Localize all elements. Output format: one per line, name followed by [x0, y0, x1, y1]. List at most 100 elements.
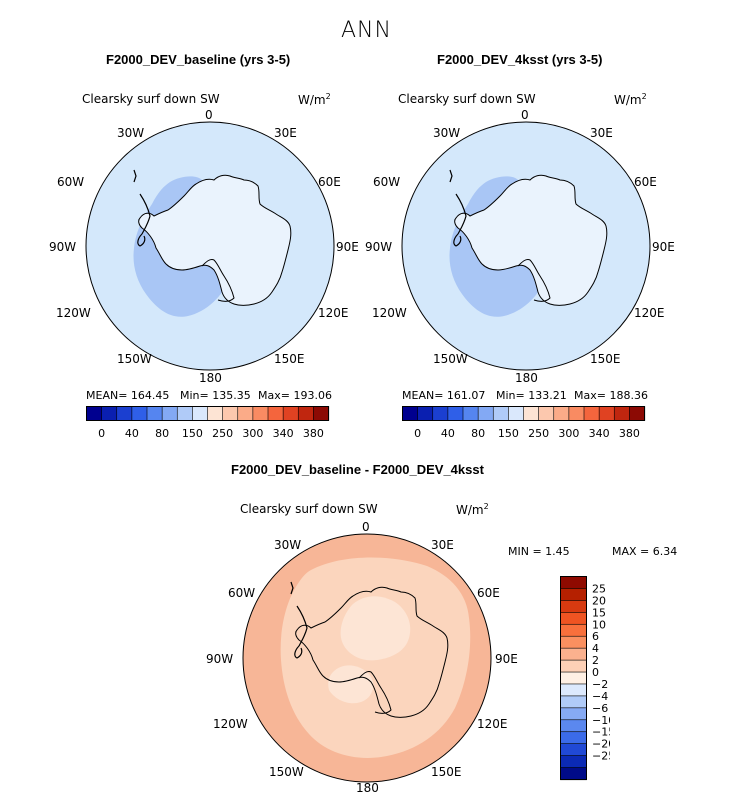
diff-polar-map	[242, 533, 492, 783]
p1-lon-60e: 60E	[318, 175, 341, 189]
panel2-polar-map	[401, 121, 651, 371]
colorbar-swatch	[101, 406, 118, 421]
colorbar-swatch	[86, 406, 103, 421]
colorbar-label: 80	[155, 427, 169, 440]
p3-lon-0: 0	[362, 520, 370, 534]
p1-lon-90e: 90E	[336, 240, 359, 254]
p2-lon-180: 180	[515, 371, 538, 385]
p2-lon-150e: 150E	[590, 352, 621, 366]
panel2-colorbar: 0 40 80 150 250 300 340 380	[402, 406, 646, 440]
diff-colorbar-label: 25	[592, 582, 606, 595]
colorbar-label: 0	[414, 427, 421, 440]
colorbar-label: 340	[273, 427, 294, 440]
colorbar-label: 300	[242, 427, 263, 440]
diff-colorbar-label: −4	[592, 690, 608, 703]
diff-colorbar-label: −15	[592, 726, 610, 739]
colorbar-label: 300	[558, 427, 579, 440]
diff-colorbar-label: 6	[592, 630, 599, 643]
panel2-mean: MEAN= 161.07	[402, 389, 486, 402]
p3-lon-180: 180	[356, 781, 379, 795]
panel2-variable: Clearsky surf down SW	[398, 92, 536, 106]
diff-colorbar-label: 0	[592, 666, 599, 679]
colorbar-swatch	[568, 406, 585, 421]
p1-lon-150w: 150W	[117, 352, 152, 366]
p1-lon-150e: 150E	[274, 352, 305, 366]
p3-lon-30w: 30W	[274, 538, 302, 552]
diff-inner-contour	[340, 596, 411, 661]
panel1-peninsula	[133, 169, 151, 247]
panel1-units: W/m2	[298, 92, 331, 107]
panel2-peninsula	[449, 169, 467, 247]
diff-colorbar-swatch	[560, 623, 587, 637]
colorbar-swatch	[598, 406, 615, 421]
colorbar-swatch	[402, 406, 419, 421]
panel2-ross-ice-coast	[517, 259, 551, 302]
diff-colorbar-swatch	[560, 659, 587, 673]
diff-variable: Clearsky surf down SW	[240, 502, 378, 516]
p1-lon-0: 0	[205, 108, 213, 122]
diff-ross-ice-coast	[358, 671, 392, 714]
colorbar-swatch	[629, 406, 646, 421]
panel1-title: F2000_DEV_baseline (yrs 3-5)	[106, 52, 291, 67]
colorbar-swatch	[523, 406, 540, 421]
colorbar-swatch	[192, 406, 209, 421]
diff-units: W/m2	[456, 502, 489, 517]
panel1-colorbar: 0 40 80 150 250 300 340 380	[86, 406, 330, 440]
colorbar-swatch	[282, 406, 299, 421]
diff-colorbar-label: 15	[592, 606, 606, 619]
colorbar-swatch	[447, 406, 464, 421]
colorbar-swatch	[252, 406, 269, 421]
colorbar-label: 250	[212, 427, 233, 440]
diff-colorbar-label: −20	[592, 738, 610, 751]
colorbar-swatch	[462, 406, 479, 421]
diff-colorbar-swatch	[560, 719, 587, 733]
diff-colorbar-swatch	[560, 588, 587, 601]
panel1-polar-map	[85, 121, 335, 371]
colorbar-swatch	[432, 406, 449, 421]
colorbar-swatch	[553, 406, 570, 421]
diff-colorbar-label: 2	[592, 654, 599, 667]
p2-lon-90e: 90E	[652, 240, 675, 254]
p1-lon-90w: 90W	[49, 240, 77, 254]
diff-colorbar-label: −10	[592, 714, 610, 727]
colorbar-label: 380	[619, 427, 640, 440]
p2-lon-30e: 30E	[590, 126, 613, 140]
colorbar-swatch	[538, 406, 555, 421]
colorbar-swatch	[116, 406, 133, 421]
diff-colorbar-swatch	[560, 743, 587, 757]
diff-colorbar-label: 4	[592, 642, 599, 655]
p3-lon-90w: 90W	[206, 652, 234, 666]
diff-antarctica	[295, 586, 449, 718]
colorbar-label: 0	[98, 427, 105, 440]
colorbar-swatch	[176, 406, 193, 421]
p3-lon-120w: 120W	[213, 717, 248, 731]
colorbar-label: 150	[498, 427, 519, 440]
p3-lon-60w: 60W	[228, 586, 256, 600]
p2-lon-60w: 60W	[373, 175, 401, 189]
panel1-variable: Clearsky surf down SW	[82, 92, 220, 106]
colorbar-label: 340	[589, 427, 610, 440]
diff-colorbar-label: 10	[592, 618, 606, 631]
colorbar-swatch	[267, 406, 284, 421]
colorbar-swatch	[146, 406, 163, 421]
p2-lon-120e: 120E	[634, 306, 665, 320]
colorbar-label: 80	[471, 427, 485, 440]
colorbar-swatch	[417, 406, 434, 421]
diff-colorbar-swatch	[560, 731, 587, 745]
panel2-max: Max= 188.36	[574, 389, 648, 402]
colorbar-swatch	[313, 406, 330, 421]
p1-lon-180: 180	[199, 371, 222, 385]
diff-colorbar-swatch	[560, 635, 587, 649]
p2-lon-30w: 30W	[433, 126, 461, 140]
p3-lon-150e: 150E	[431, 765, 462, 779]
diff-colorbar-swatch	[560, 576, 587, 590]
panel1-min: Min= 135.35	[180, 389, 251, 402]
colorbar-label: 250	[528, 427, 549, 440]
panel1-mean: MEAN= 164.45	[86, 389, 170, 402]
p3-lon-120e: 120E	[477, 717, 508, 731]
colorbar-swatch	[207, 406, 224, 421]
diff-colorbar-swatch	[560, 767, 587, 781]
p2-lon-0: 0	[521, 108, 529, 122]
diff-colorbar-swatch	[560, 612, 587, 625]
